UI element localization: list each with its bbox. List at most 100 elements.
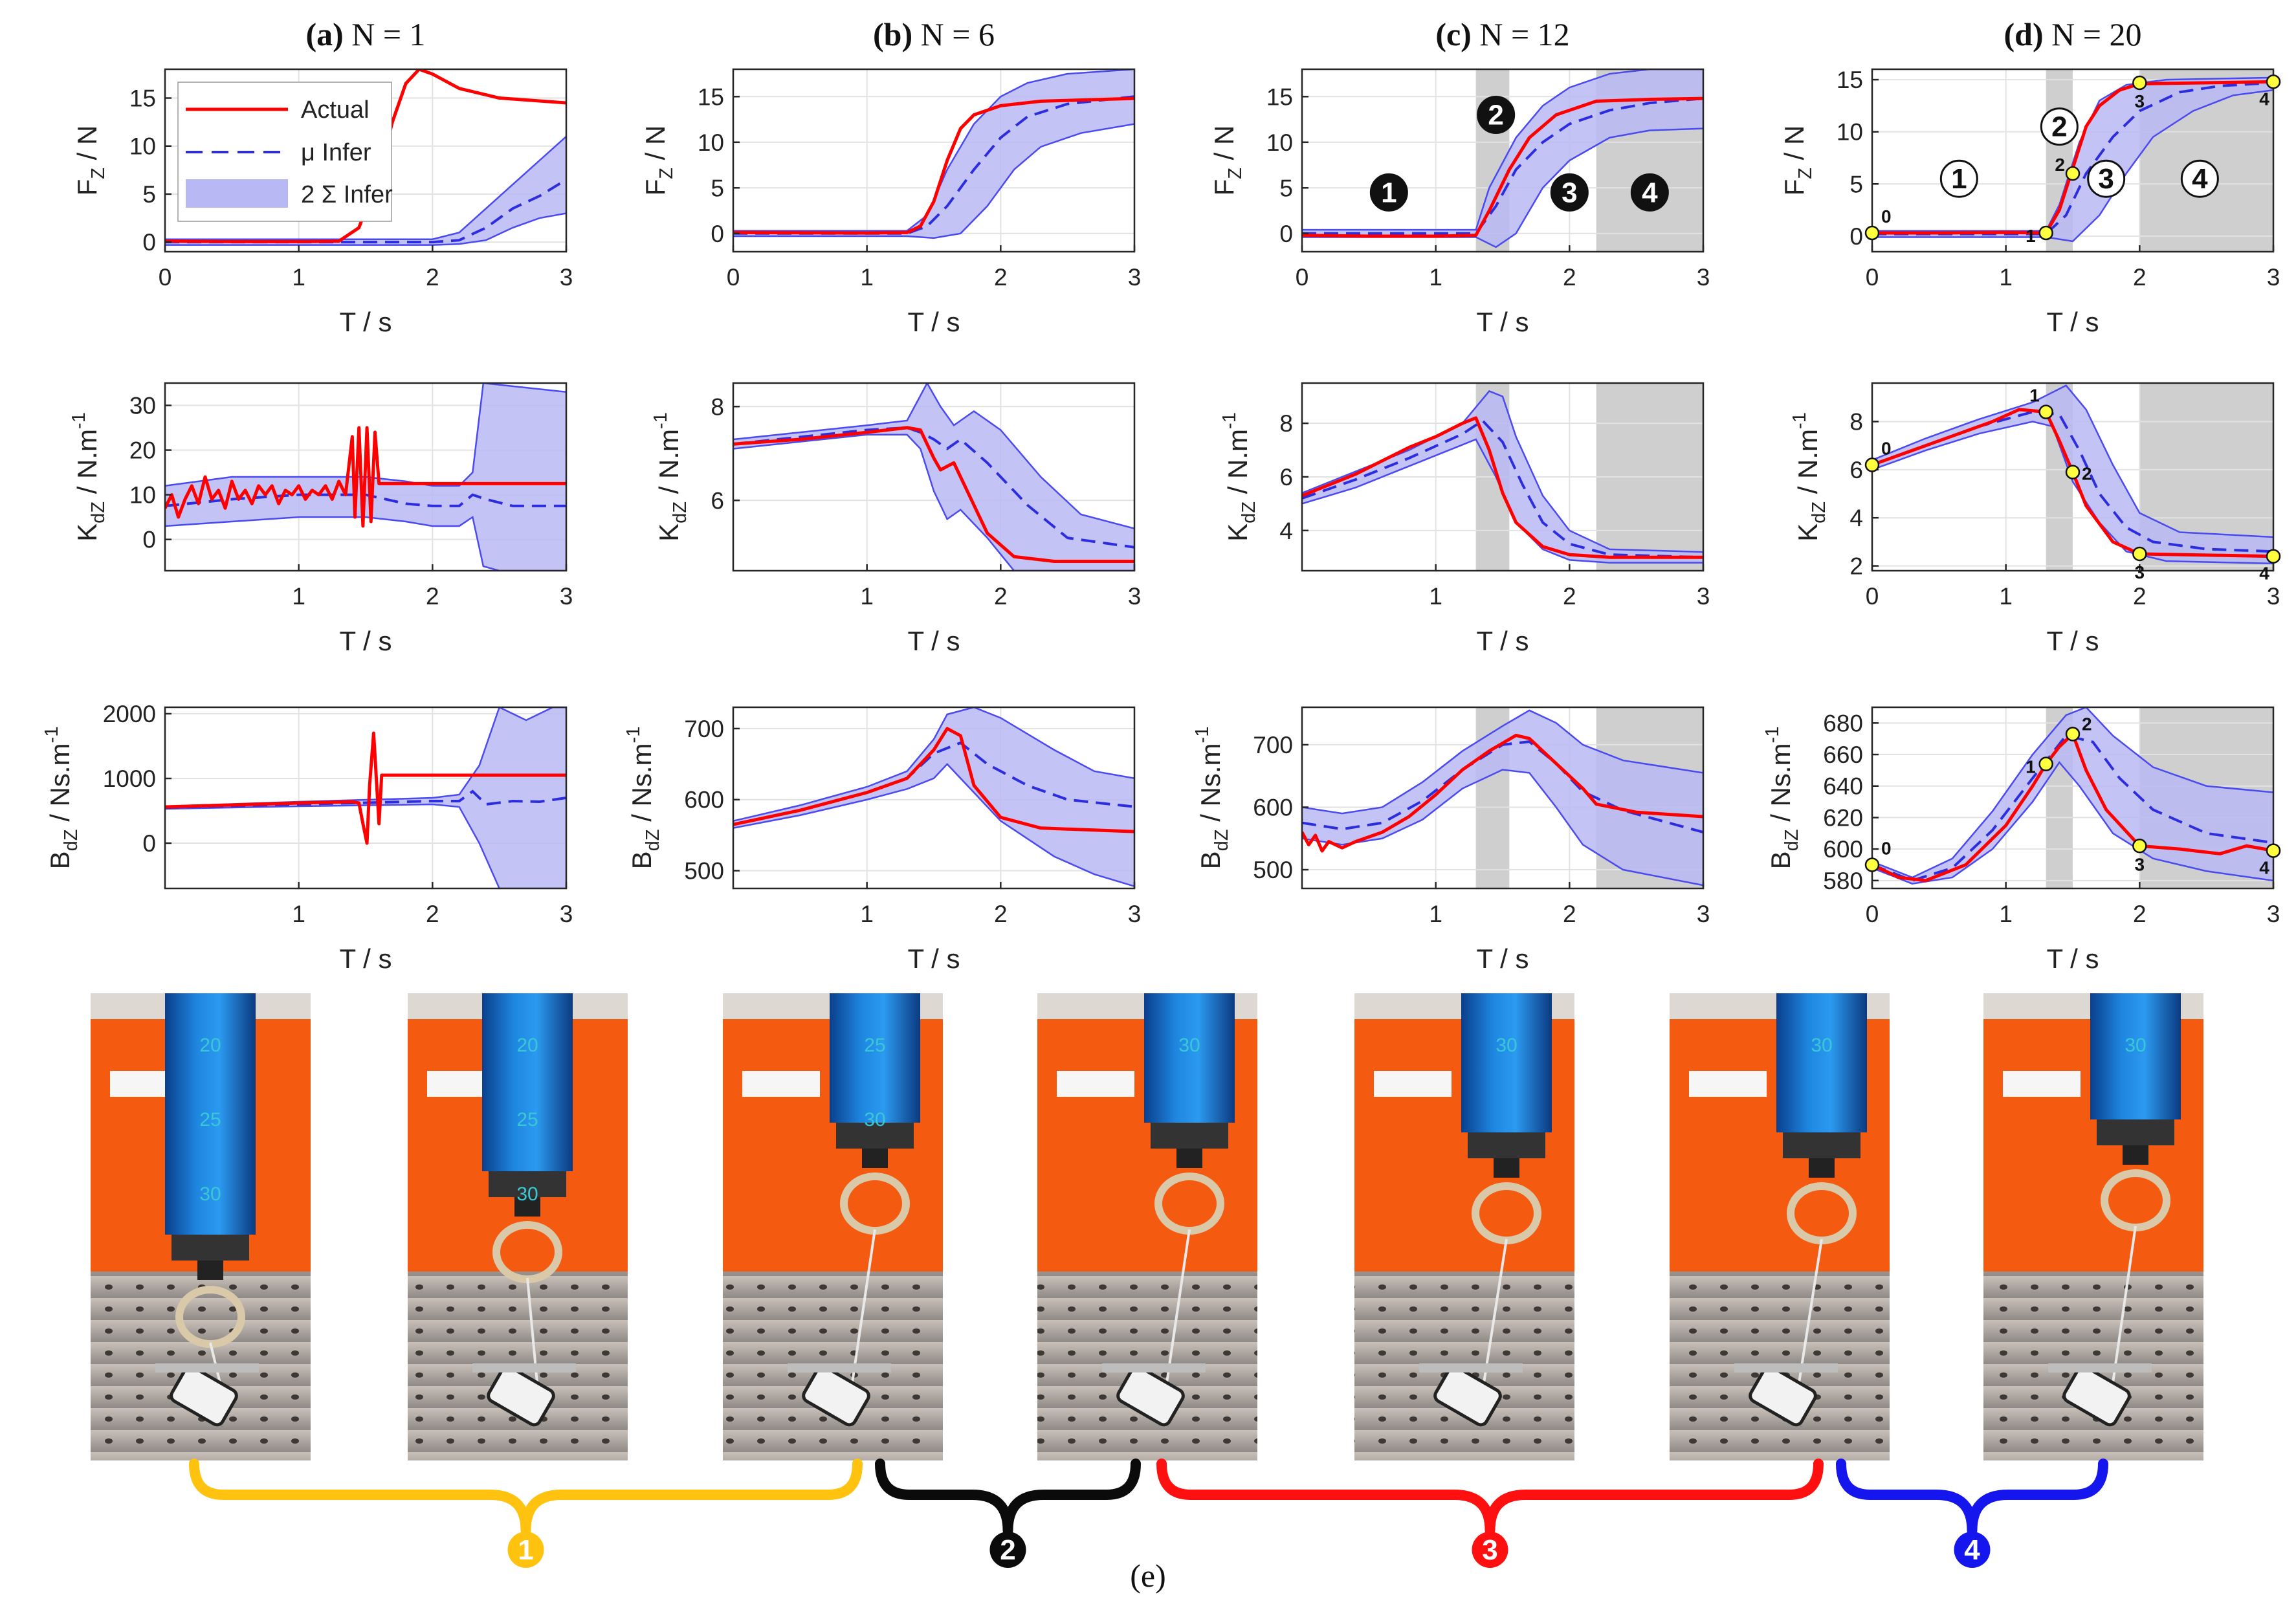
point-label: 2 [2055,155,2065,175]
tick-label-x-0: 0 [1866,264,1879,291]
tick-label-x-0: 0 [727,264,740,291]
y-axis-label: KdZ / N.m-1 [69,412,109,542]
actual-line [1302,733,1703,853]
point-dot [2065,727,2081,742]
tick-label-x-0: 1 [1429,583,1442,610]
tick-label-x-2: 3 [1697,583,1710,610]
mu-infer-line [1872,81,2273,236]
tick-label-y-1: 5 [711,175,724,201]
tick-label-x-0: 1 [292,583,305,610]
tick-label-x-1: 2 [1563,901,1576,927]
photo-5: 30 [1354,993,1574,1460]
point-label: 2 [2082,714,2092,734]
sigma-band-upper [1302,709,1703,815]
brace-path [1836,1459,2108,1536]
tick-label-y-0: 0 [142,830,156,857]
photo-tube [1776,993,1867,1132]
photo-2: 20 25 30 [408,993,628,1460]
point-label: 4 [2259,858,2269,878]
y-axis-label: BdZ / Ns.m-1 [623,727,663,870]
sigma-band-upper [733,707,1134,822]
tick-label-x-0: 1 [860,583,874,610]
photo-thread [1483,1239,1508,1383]
actual-line [1302,416,1703,559]
x-axis-label: T / s [340,307,392,337]
sigma-band-lower [1302,769,1703,887]
point-dot [2132,546,2147,562]
brace-phase-number: 3 [1482,1534,1497,1566]
tick-label-y-0: 580 [1823,868,1863,894]
phase-marker-4: 4 [2180,159,2219,198]
sigma-band-lower [733,763,1134,887]
photo-7: 30 [1983,993,2203,1460]
tick-label-y-0: 0 [1849,223,1863,250]
tick-label-x-1: 1 [1999,901,2013,927]
axes-box [732,382,1136,572]
tick-label-x-2: 3 [1128,583,1142,610]
phase-marker-3: 3 [1550,173,1589,212]
sigma-band-lower [1872,761,2273,885]
photo-tube-tip [197,1261,223,1280]
photo-content: 30 [1354,993,1574,1460]
photo-content: 30 [1037,993,1257,1460]
figure-label-e: (e) [1130,1558,1166,1594]
photo-content: 30 [1983,993,2203,1460]
photo-tube-tip [1494,1158,1519,1178]
data-layer [1302,390,1703,564]
brace-phase-number: 2 [1000,1534,1015,1566]
chart-title: (d) N = 20 [2004,16,2142,52]
photo-scale-label: 30 [2125,1035,2146,1056]
photo-gripper-base [788,1363,891,1372]
tick-label-y-2: 2000 [103,701,156,727]
phase-braces: 1 2 3 4 [189,1459,2108,1568]
tick-label-y-1: 6 [1279,464,1293,490]
x-axis-label: T / s [2047,307,2099,337]
phase-brace-4: 4 [1836,1459,2108,1568]
tick-label-x-2: 2 [2133,264,2147,291]
photo-6: 30 [1670,993,1890,1460]
tick-label-x-3: 3 [2267,583,2280,610]
chart-title: (c) N = 12 [1435,16,1569,52]
y-axis-label: FZ / N [1209,126,1246,196]
axes-box [1871,706,2275,890]
mu-infer-line [1872,734,2273,882]
tick-label-x-1: 2 [994,583,1008,610]
sigma-band [733,69,1134,238]
tick-label-x-2: 3 [1697,901,1710,927]
photo-thread [209,1342,221,1383]
y-axis-label: BdZ / Ns.m-1 [1192,727,1232,870]
mu-infer-line [1302,419,1703,559]
tick-label-y-2: 10 [1266,129,1293,156]
photo-tube-tip [862,1149,888,1168]
sigma-band-lower [733,434,1134,571]
photo-tube-collar [171,1235,249,1261]
axes-box [164,706,568,890]
point-marker-3: 3 [2132,546,2147,582]
axes-box [1871,382,2275,572]
actual-line [165,69,566,243]
tick-label-y-1: 600 [684,787,724,813]
tick-label-y-0: 2 [1849,553,1863,580]
photo-scale-label: 30 [199,1184,221,1205]
brace-phase-circle [989,1532,1026,1568]
actual-line [165,731,566,845]
point-label: 4 [2259,564,2269,584]
tick-label-y-2: 10 [698,129,724,156]
point-dot [2038,756,2053,771]
legend-band-swatch [186,179,288,208]
phase-circle [2180,159,2219,198]
y-axis-label: BdZ / Ns.m-1 [1762,727,1802,870]
point-dot [1864,457,1880,472]
photo-1: 20 25 30 [91,993,311,1460]
sigma-band-lower [165,516,566,571]
point-marker-4: 4 [2259,843,2281,878]
tick-label-x-1: 2 [426,583,439,610]
brace-phase-circle [1954,1532,1991,1568]
x-axis-label: T / s [340,626,392,656]
chart-c-bdz: 1 2 3 500 600 700 T / s BdZ / Ns.m-1 [1192,706,1710,974]
tick-label-x-1: 2 [1563,583,1576,610]
tick-label-x-0: 1 [292,901,305,927]
chart-title: (b) N = 6 [873,16,995,52]
photo-scale-label: 25 [516,1109,538,1130]
